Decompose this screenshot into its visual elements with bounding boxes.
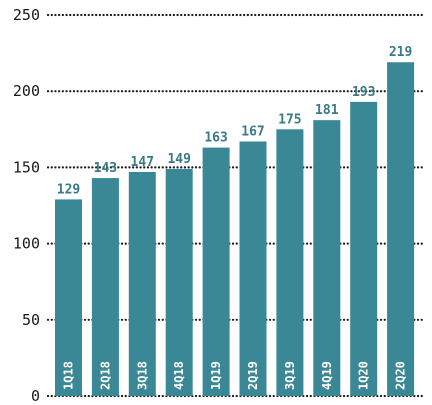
data-label: 143 <box>94 161 117 176</box>
y-tick-label: 150 <box>13 158 40 176</box>
data-labels: 129 143 147 149 163 167 175 181 193 219 <box>57 45 413 197</box>
category-label: 1Q18 <box>62 361 76 390</box>
bar <box>165 168 193 396</box>
category-labels: 1Q18 2Q18 3Q18 4Q18 1Q19 2Q19 3Q19 4Q19 1Q20 2Q20 <box>62 361 408 390</box>
y-tick-label: 100 <box>13 235 40 253</box>
data-label: 167 <box>241 124 264 139</box>
bars <box>55 62 415 397</box>
y-tick-label: 50 <box>22 311 40 329</box>
data-label: 193 <box>352 85 375 100</box>
category-label: 2Q20 <box>394 361 408 390</box>
data-label: 147 <box>131 155 154 170</box>
bar <box>387 62 415 397</box>
y-tick-label: 0 <box>31 387 40 405</box>
data-label: 149 <box>167 152 190 167</box>
y-tick-label: 250 <box>13 6 40 24</box>
bar <box>239 141 267 396</box>
bar <box>350 101 378 397</box>
y-tick-label: 200 <box>13 82 40 100</box>
bar <box>128 171 156 396</box>
category-label: 4Q18 <box>172 361 186 390</box>
bar <box>91 178 119 396</box>
data-label: 175 <box>278 112 301 127</box>
bar <box>276 129 304 397</box>
data-label: 181 <box>315 103 339 118</box>
data-label: 163 <box>204 131 227 146</box>
category-label: 3Q18 <box>135 361 149 390</box>
bar <box>202 147 230 396</box>
category-label: 2Q19 <box>246 361 260 390</box>
category-label: 2Q18 <box>98 361 112 390</box>
data-label: 219 <box>389 45 412 60</box>
category-label: 4Q19 <box>320 361 334 390</box>
y-axis: 0 50 100 150 200 250 <box>13 6 40 405</box>
data-label: 129 <box>57 182 80 197</box>
category-label: 3Q19 <box>283 361 297 390</box>
bar <box>313 120 341 396</box>
bar <box>55 199 82 396</box>
category-label: 1Q19 <box>209 361 223 390</box>
category-label: 1Q20 <box>357 361 371 390</box>
